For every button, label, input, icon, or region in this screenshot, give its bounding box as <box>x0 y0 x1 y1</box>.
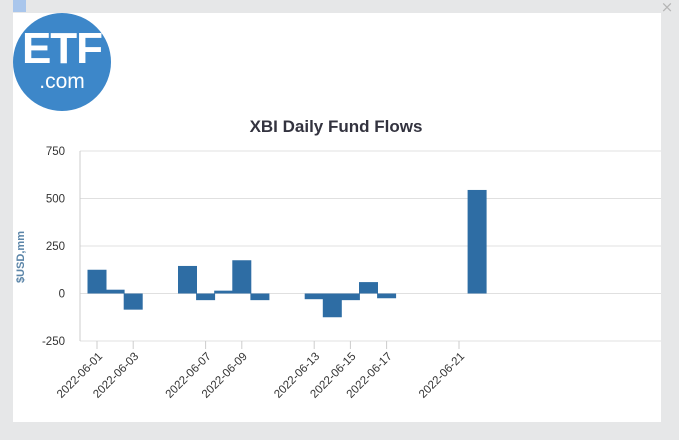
bar-2022-06-13 <box>304 293 324 300</box>
fund-flows-chart: XBI Daily Fund Flows $USD,mm -250 0 250 500… <box>15 117 661 401</box>
bar-2022-06-10 <box>250 293 270 301</box>
bar-2022-06-02 <box>105 289 125 294</box>
bar-2022-06-01 <box>87 269 107 294</box>
y-tick-label: 500 <box>46 194 65 206</box>
etf-logo: ETF .com <box>13 13 111 111</box>
y-tick-label: -250 <box>42 336 65 348</box>
grid-lines <box>80 150 661 342</box>
y-tick-label: 0 <box>59 289 65 301</box>
y-tick-label: 250 <box>46 241 65 253</box>
bar-2022-06-09 <box>232 260 252 294</box>
x-tick-label: 2022-06-21 <box>417 351 467 401</box>
logo-main-text: ETF <box>21 24 103 73</box>
bar-2022-06-17 <box>377 293 397 299</box>
bar-2022-06-16 <box>359 282 378 294</box>
chart-title: XBI Daily Fund Flows <box>250 117 423 136</box>
bar-2022-06-06 <box>178 265 197 294</box>
axes <box>79 151 460 349</box>
bar-2022-06-14 <box>322 293 342 318</box>
logo-sub-text: .com <box>39 70 85 93</box>
chart-panel: ETF .com XBI Daily Fund Flows $USD,mm -2… <box>13 13 661 422</box>
window-tab-marker <box>13 0 26 12</box>
close-icon[interactable]: × <box>660 0 674 16</box>
bar-2022-06-22 <box>467 189 487 294</box>
y-axis-label: $USD,mm <box>15 231 27 283</box>
bar-2022-06-03 <box>123 293 143 310</box>
bar-2022-06-07 <box>196 293 216 301</box>
bar-2022-06-15 <box>340 293 360 301</box>
bar-2022-06-08 <box>214 290 234 294</box>
bars <box>87 189 487 318</box>
y-tick-label: 750 <box>46 146 65 158</box>
